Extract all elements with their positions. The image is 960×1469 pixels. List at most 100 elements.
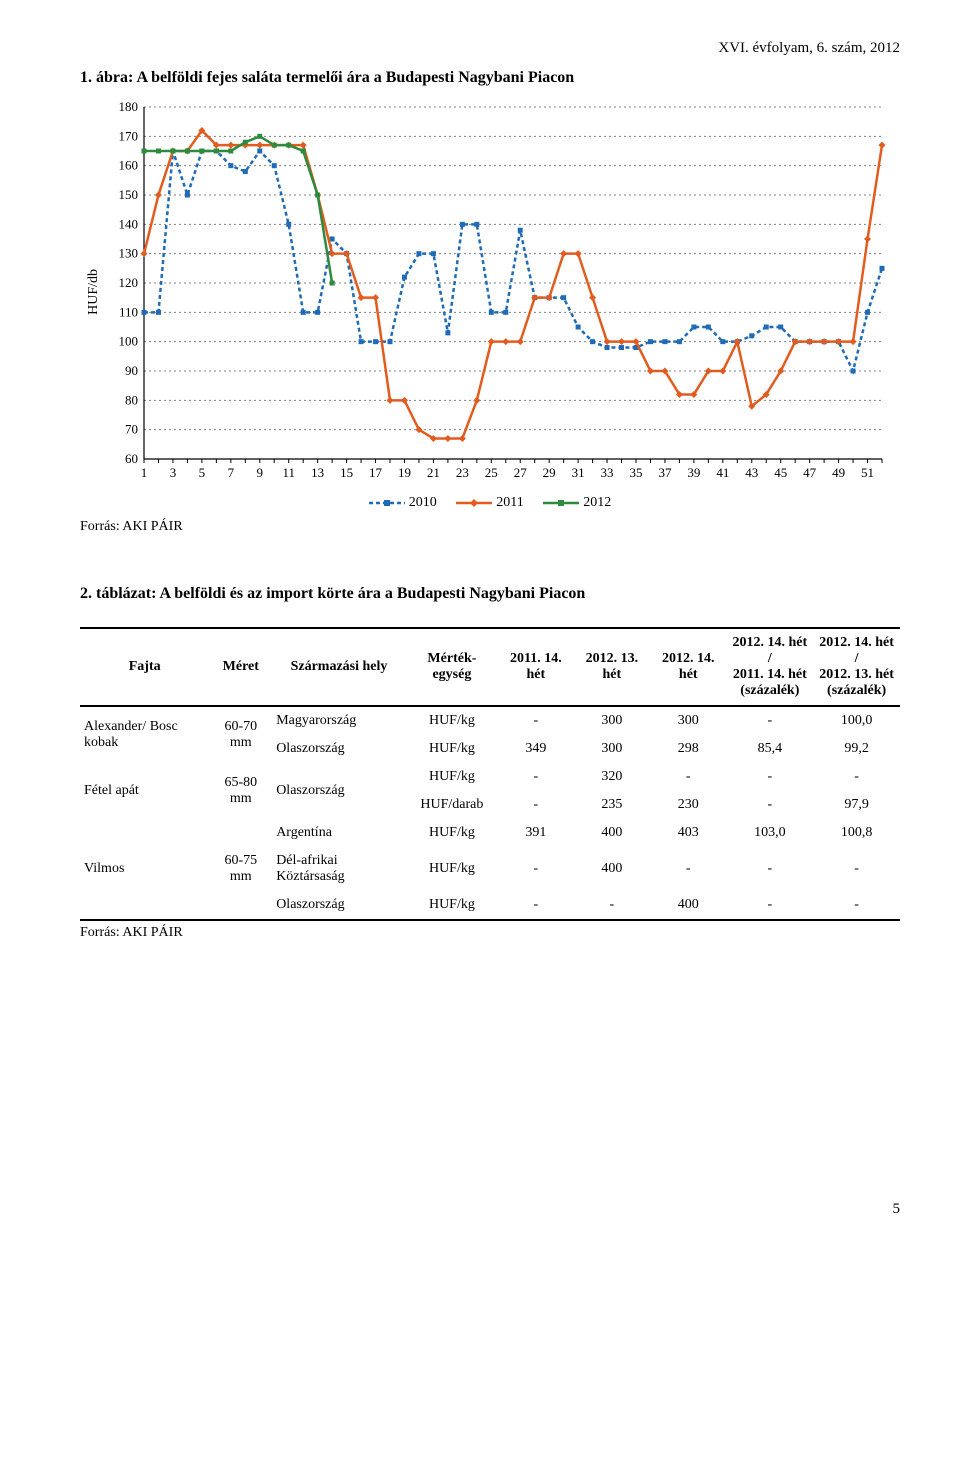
table-header-row: Fajta Méret Származási hely Mérték-egysé… <box>80 629 900 706</box>
cell-val: - <box>726 891 813 920</box>
cell-val: 400 <box>650 891 726 920</box>
cell-val: - <box>498 891 574 920</box>
chart-legend: 2010 2011 2012 <box>80 495 900 515</box>
cell-val: 298 <box>650 735 726 763</box>
cell-val: - <box>650 847 726 891</box>
table-row: Fétel apát 65-80 mm Olaszország HUF/kg -… <box>80 763 900 791</box>
cell-val: - <box>498 707 574 735</box>
cell-val: 300 <box>650 707 726 735</box>
page-number: 5 <box>80 1201 900 1218</box>
cell-val: - <box>726 763 813 791</box>
svg-text:120: 120 <box>119 275 139 290</box>
col-pct-1: 2012. 14. hét / 2011. 14. hét (százalék) <box>726 629 813 706</box>
cell-val: 230 <box>650 791 726 819</box>
svg-text:19: 19 <box>398 465 411 480</box>
cell-val: - <box>813 847 900 891</box>
cell-origin: Olaszország <box>272 735 406 763</box>
cell-val: 103,0 <box>726 819 813 847</box>
cell-val: - <box>498 791 574 819</box>
svg-text:17: 17 <box>369 465 383 480</box>
svg-text:7: 7 <box>228 465 235 480</box>
legend-item-2012: 2012 <box>543 495 611 511</box>
figure-title: 1. ábra: A belföldi fejes saláta termelő… <box>80 69 900 87</box>
svg-text:60: 60 <box>125 451 138 466</box>
svg-text:37: 37 <box>658 465 672 480</box>
col-pct-2: 2012. 14. hét / 2012. 13. hét (százalék) <box>813 629 900 706</box>
cell-fajta: Vilmos <box>80 819 209 920</box>
cell-val: 85,4 <box>726 735 813 763</box>
table-row: Alexander/ Bosc kobak 60-70 mm Magyarors… <box>80 707 900 735</box>
cell-meret: 60-75 mm <box>209 819 272 920</box>
svg-text:3: 3 <box>170 465 177 480</box>
cell-unit: HUF/kg <box>406 891 498 920</box>
legend-item-2010: 2010 <box>369 495 437 511</box>
cell-val: 400 <box>574 819 650 847</box>
svg-text:140: 140 <box>119 216 139 231</box>
cell-val: 100,0 <box>813 707 900 735</box>
cell-val: - <box>726 707 813 735</box>
cell-val: - <box>498 763 574 791</box>
svg-text:130: 130 <box>119 246 139 261</box>
pear-price-table: Fajta Méret Származási hely Mérték-egysé… <box>80 627 900 921</box>
cell-val: 400 <box>574 847 650 891</box>
svg-text:11: 11 <box>282 465 295 480</box>
cell-val: 97,9 <box>813 791 900 819</box>
svg-text:49: 49 <box>832 465 845 480</box>
cell-meret: 60-70 mm <box>209 707 272 763</box>
cell-unit: HUF/darab <box>406 791 498 819</box>
svg-text:47: 47 <box>803 465 817 480</box>
svg-text:160: 160 <box>119 158 139 173</box>
cell-unit: HUF/kg <box>406 819 498 847</box>
svg-text:27: 27 <box>514 465 528 480</box>
cell-val: 391 <box>498 819 574 847</box>
cell-val: - <box>726 791 813 819</box>
svg-text:21: 21 <box>427 465 440 480</box>
svg-text:29: 29 <box>543 465 556 480</box>
cell-val: 300 <box>574 707 650 735</box>
chart-container: 6070809010011012013014015016017018013579… <box>102 97 900 487</box>
cell-fajta: Fétel apát <box>80 763 209 819</box>
cell-unit: HUF/kg <box>406 735 498 763</box>
cell-val: 349 <box>498 735 574 763</box>
cell-val: - <box>498 847 574 891</box>
col-unit: Mérték-egység <box>406 629 498 706</box>
chart-ylabel: HUF/db <box>80 269 102 315</box>
cell-val: - <box>813 891 900 920</box>
svg-text:39: 39 <box>687 465 700 480</box>
svg-text:51: 51 <box>861 465 874 480</box>
cell-val: 300 <box>574 735 650 763</box>
svg-text:80: 80 <box>125 392 138 407</box>
cell-origin: Olaszország <box>272 891 406 920</box>
svg-text:13: 13 <box>311 465 324 480</box>
cell-val: - <box>574 891 650 920</box>
cell-unit: HUF/kg <box>406 847 498 891</box>
svg-text:9: 9 <box>257 465 264 480</box>
issue-header: XVI. évfolyam, 6. szám, 2012 <box>80 40 900 57</box>
cell-val: - <box>726 847 813 891</box>
col-origin: Származási hely <box>272 629 406 706</box>
svg-text:33: 33 <box>601 465 614 480</box>
svg-text:35: 35 <box>630 465 643 480</box>
svg-text:100: 100 <box>119 334 139 349</box>
svg-text:25: 25 <box>485 465 498 480</box>
col-2012-13: 2012. 13. hét <box>574 629 650 706</box>
cell-unit: HUF/kg <box>406 707 498 735</box>
svg-text:43: 43 <box>745 465 758 480</box>
cell-val: 235 <box>574 791 650 819</box>
table-source: Forrás: AKI PÁIR <box>80 925 900 941</box>
svg-text:41: 41 <box>716 465 729 480</box>
lettuce-price-chart: 6070809010011012013014015016017018013579… <box>102 97 892 487</box>
cell-origin: Argentína <box>272 819 406 847</box>
cell-meret: 65-80 mm <box>209 763 272 819</box>
cell-fajta: Alexander/ Bosc kobak <box>80 707 209 763</box>
col-fajta: Fajta <box>80 629 209 706</box>
svg-text:5: 5 <box>199 465 206 480</box>
cell-val: 100,8 <box>813 819 900 847</box>
cell-origin: Dél-afrikai Köztársaság <box>272 847 406 891</box>
cell-val: - <box>813 763 900 791</box>
svg-text:23: 23 <box>456 465 469 480</box>
legend-label: 2012 <box>583 495 611 511</box>
col-2012-14: 2012. 14. hét <box>650 629 726 706</box>
col-meret: Méret <box>209 629 272 706</box>
svg-text:110: 110 <box>119 304 138 319</box>
